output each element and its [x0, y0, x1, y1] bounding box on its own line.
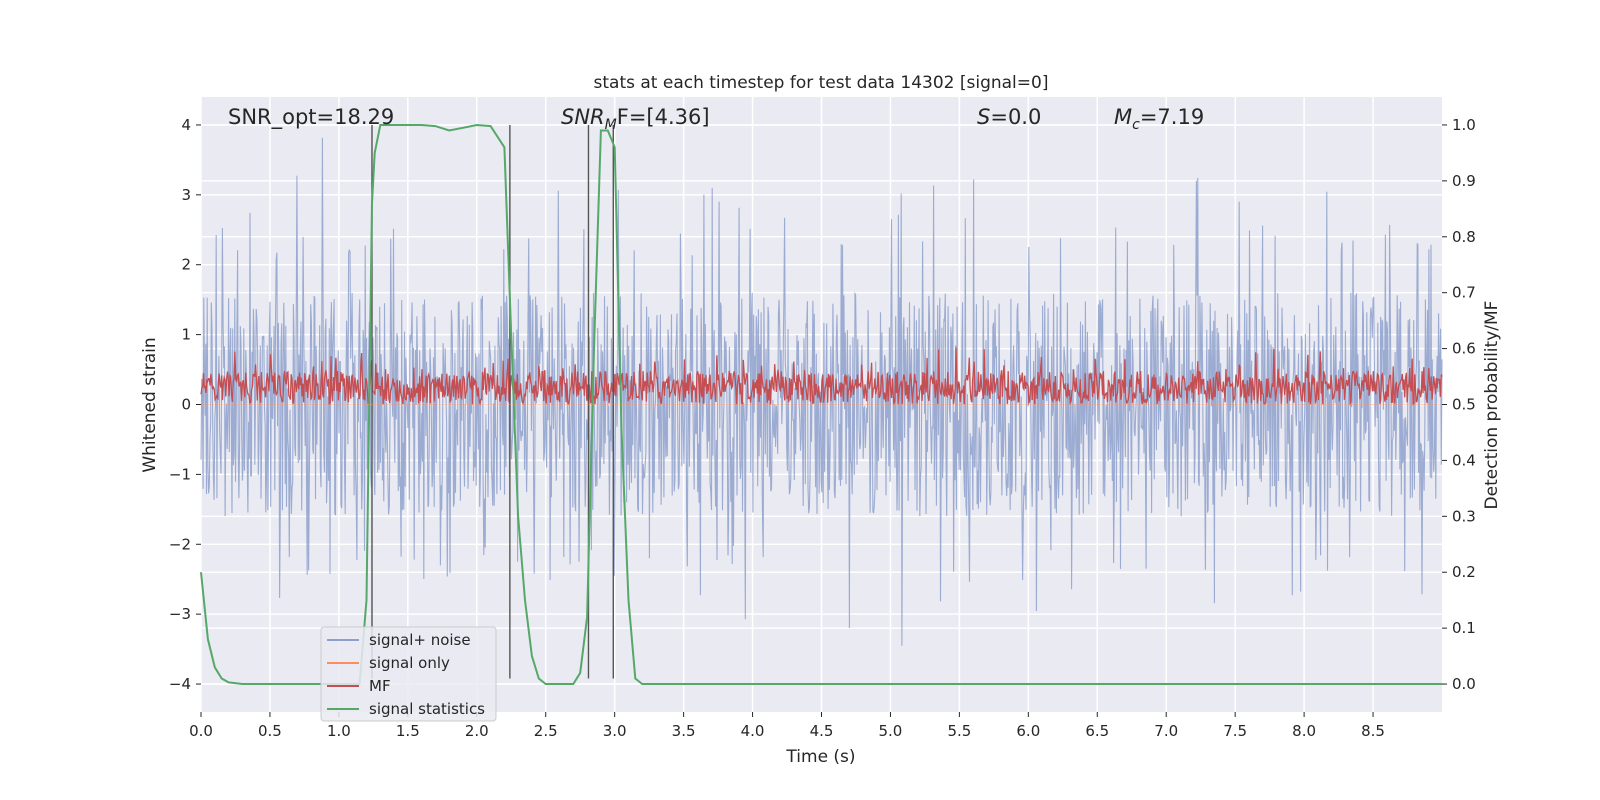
right-y-tick-label: 0.5	[1452, 396, 1476, 414]
x-tick-label: 0.0	[189, 722, 213, 740]
right-y-tick-label: 0.4	[1452, 451, 1476, 469]
left-y-tick-label: −4	[169, 675, 191, 693]
x-tick-label: 6.5	[1085, 722, 1109, 740]
right-y-tick-label: 0.9	[1452, 172, 1476, 190]
x-tick-label: 8.0	[1292, 722, 1316, 740]
x-tick-label: 7.0	[1154, 722, 1178, 740]
right-y-tick-label: 0.7	[1452, 284, 1476, 302]
left-y-tick-label: 0	[181, 396, 191, 414]
x-tick-label: 2.0	[465, 722, 489, 740]
left-y-tick-label: 3	[181, 186, 191, 204]
mf-series	[200, 347, 1443, 407]
right-y-tick-label: 0.2	[1452, 563, 1476, 581]
left-y-axis-label: Whitened strain	[140, 337, 160, 472]
annotation-snr-mf: SNRMF=[4.36]	[561, 105, 710, 133]
left-y-tick-label: −3	[169, 605, 191, 623]
chart-title: stats at each timestep for test data 143…	[594, 73, 1049, 93]
x-tick-label: 2.5	[534, 722, 558, 740]
legend: signal+ noise signal only MF signal stat…	[320, 626, 497, 722]
legend-label-mf: MF	[369, 677, 391, 695]
right-y-tick-label: 0.8	[1452, 228, 1476, 246]
annotation-snr-opt: SNR_opt=18.29	[228, 105, 394, 130]
left-y-tick-label: 4	[181, 116, 191, 134]
x-tick-label: 1.5	[396, 722, 420, 740]
x-tick-label: 7.5	[1223, 722, 1247, 740]
left-y-tick-label: −1	[169, 465, 191, 483]
snr-mf-base: SNR	[561, 105, 605, 129]
legend-label-signal-only: signal only	[369, 654, 450, 672]
left-y-ticks: −4 −3 −2 −1 0 1 2 3 4	[169, 116, 201, 693]
mc-value: =7.19	[1140, 105, 1204, 129]
legend-box	[320, 626, 497, 722]
right-y-tick-label: 0.1	[1452, 619, 1476, 637]
annotation-s: S=0.0	[977, 105, 1041, 129]
x-tick-label: 3.5	[672, 722, 696, 740]
right-y-tick-label: 1.0	[1452, 116, 1476, 134]
x-tick-label: 6.0	[1016, 722, 1040, 740]
x-tick-label: 8.5	[1361, 722, 1385, 740]
right-y-axis-label: Detection probability/MF	[1482, 301, 1502, 510]
x-tick-label: 5.0	[879, 722, 903, 740]
legend-label-signal-noise: signal+ noise	[369, 631, 471, 649]
x-axis-label: Time (s)	[785, 747, 855, 767]
s-value: =0.0	[990, 105, 1041, 129]
x-tick-label: 4.5	[810, 722, 834, 740]
left-y-tick-label: 2	[181, 256, 191, 274]
right-y-tick-label: 0.0	[1452, 675, 1476, 693]
x-tick-label: 1.0	[327, 722, 351, 740]
x-tick-label: 0.5	[258, 722, 282, 740]
annotation-mc: Mc=7.19	[1114, 105, 1204, 133]
left-y-tick-label: −2	[169, 535, 191, 553]
mc-sub: c	[1132, 117, 1140, 133]
s-label: S	[977, 105, 990, 129]
right-y-ticks: 0.0 0.1 0.2 0.3 0.4 0.5 0.6 0.7 0.8 0.9 1.0	[1442, 116, 1476, 693]
mf-trace	[200, 347, 1443, 407]
x-ticks: 0.0 0.5 1.0 1.5 2.0 2.5 3.0 3.5 4.0 4.5 5.0 5.5 6.0 6…	[189, 712, 1385, 740]
legend-label-signal-statistics: signal statistics	[369, 700, 485, 718]
mc-base: M	[1114, 105, 1132, 129]
x-tick-label: 4.0	[741, 722, 765, 740]
snr-mf-sub: M	[605, 117, 617, 133]
right-y-tick-label: 0.3	[1452, 507, 1476, 525]
x-tick-label: 3.0	[603, 722, 627, 740]
left-y-tick-label: 1	[181, 326, 191, 344]
snr-mf-rest: F=[4.36]	[617, 105, 710, 129]
x-tick-label: 5.5	[947, 722, 971, 740]
right-y-tick-label: 0.6	[1452, 340, 1476, 358]
